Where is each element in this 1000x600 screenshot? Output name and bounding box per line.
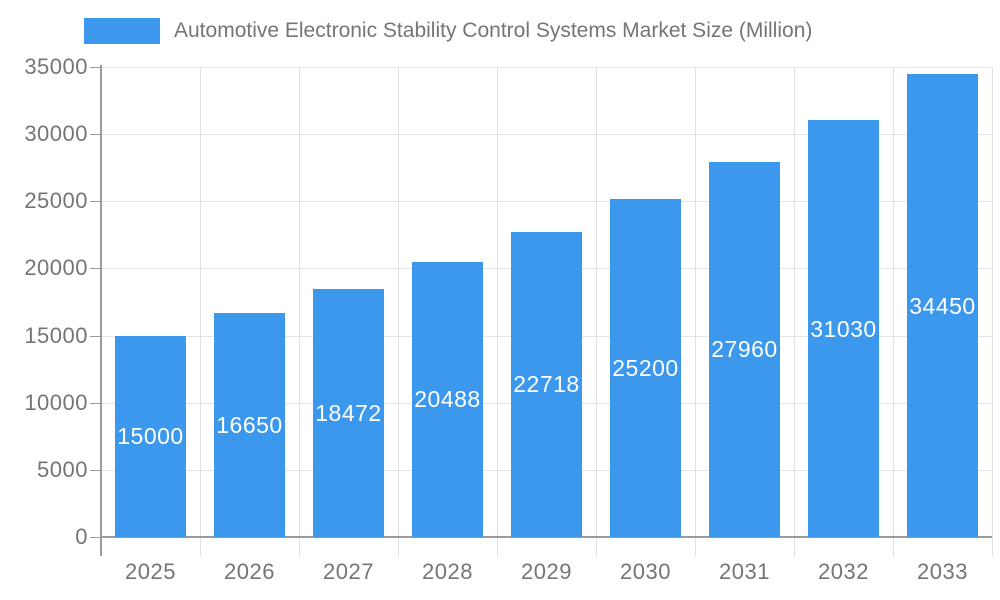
bar-value-label: 18472	[315, 400, 382, 426]
y-gridline	[101, 201, 992, 202]
y-axis-tick	[90, 403, 101, 404]
y-axis-tick	[90, 67, 101, 68]
x-gridline	[398, 67, 399, 556]
x-axis-label: 2033	[917, 559, 968, 584]
x-axis-zero-line	[101, 536, 992, 538]
y-gridline	[101, 67, 992, 68]
x-gridline	[695, 67, 696, 556]
x-axis-label: 2032	[818, 559, 869, 584]
y-gridline	[101, 134, 992, 135]
bar-value-label: 25200	[612, 355, 679, 381]
y-axis-label: 15000	[24, 323, 88, 348]
x-gridline	[992, 67, 993, 556]
x-gridline	[200, 67, 201, 556]
bar-value-label: 27960	[711, 336, 778, 362]
bar[interactable]	[709, 162, 780, 537]
x-axis-label: 2027	[323, 559, 374, 584]
y-axis-label: 0	[75, 524, 88, 549]
y-axis-tick	[90, 537, 101, 538]
x-axis-label: 2029	[521, 559, 572, 584]
y-axis-tick	[90, 134, 101, 135]
bar-value-label: 20488	[414, 386, 481, 412]
bar[interactable]	[412, 262, 483, 537]
bar[interactable]	[313, 289, 384, 537]
chart-legend[interactable]: Automotive Electronic Stability Control …	[84, 18, 812, 44]
y-axis-tick	[90, 336, 101, 337]
y-axis-tick	[90, 268, 101, 269]
bar[interactable]	[610, 199, 681, 537]
bar-value-label: 15000	[117, 423, 184, 449]
y-axis-tick	[90, 201, 101, 202]
y-axis-label: 25000	[24, 188, 88, 213]
x-gridline	[596, 67, 597, 556]
bar-value-label: 31030	[810, 316, 877, 342]
bar[interactable]	[115, 336, 186, 537]
bar[interactable]	[214, 313, 285, 537]
y-axis-label: 10000	[24, 390, 88, 415]
y-axis-label: 30000	[24, 121, 88, 146]
x-axis-label: 2028	[422, 559, 473, 584]
bar[interactable]	[511, 232, 582, 537]
y-axis-label: 5000	[37, 457, 88, 482]
bar-value-label: 34450	[909, 293, 976, 319]
bar[interactable]	[808, 120, 879, 537]
x-axis-label: 2031	[719, 559, 770, 584]
bar-value-label: 22718	[513, 371, 580, 397]
y-axis-tick	[90, 470, 101, 471]
x-axis-label: 2030	[620, 559, 671, 584]
bar[interactable]	[907, 74, 978, 537]
legend-series-label[interactable]: Automotive Electronic Stability Control …	[174, 19, 813, 42]
y-axis-label: 20000	[24, 255, 88, 280]
y-axis-line	[100, 65, 102, 556]
x-axis-label: 2025	[125, 559, 176, 584]
bar-value-label: 16650	[216, 412, 283, 438]
x-gridline	[794, 67, 795, 556]
x-gridline	[497, 67, 498, 556]
x-gridline	[893, 67, 894, 556]
y-axis-label: 35000	[24, 54, 88, 79]
x-axis-label: 2026	[224, 559, 275, 584]
x-gridline	[299, 67, 300, 556]
legend-swatch-icon[interactable]	[84, 18, 160, 44]
